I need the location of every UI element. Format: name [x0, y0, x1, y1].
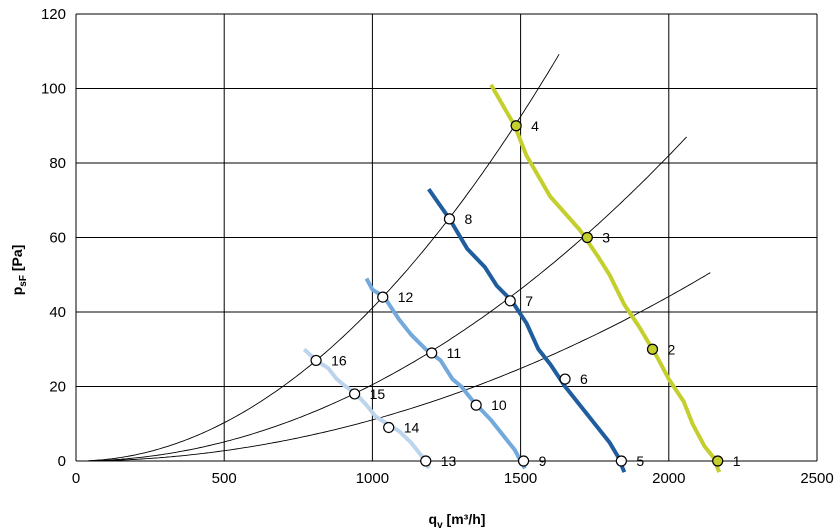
x-tick-label: 2000	[652, 470, 685, 487]
x-tick-label: 0	[72, 470, 80, 487]
operating-point-marker	[646, 343, 659, 355]
y-tick-label: 80	[49, 155, 66, 172]
operating-point-marker	[504, 295, 516, 307]
operating-point-label: 3	[602, 230, 610, 246]
fan-curve	[364, 277, 527, 470]
operating-point-marker	[559, 373, 571, 385]
operating-point-marker	[615, 455, 627, 467]
operating-point-marker	[581, 231, 593, 244]
operating-point-marker	[510, 120, 522, 132]
operating-point-label: 2	[667, 341, 675, 357]
operating-point-marker	[420, 455, 432, 467]
y-tick-label: 120	[41, 6, 66, 23]
operating-point-marker	[310, 354, 322, 367]
operating-point-marker	[383, 421, 395, 434]
operating-point-marker	[426, 347, 438, 359]
operating-point-marker	[349, 388, 361, 400]
x-tick-label: 500	[212, 470, 237, 487]
y-tick-label: 40	[49, 304, 66, 321]
fan-curve	[489, 83, 722, 473]
operating-point-label: 11	[447, 345, 462, 361]
operating-point-marker	[517, 455, 530, 467]
x-tick-label: 1000	[356, 470, 389, 487]
operating-point-label: 7	[525, 293, 533, 309]
fan-curve	[427, 187, 627, 473]
operating-point-label: 15	[370, 386, 386, 402]
y-tick-label: 60	[49, 230, 66, 247]
operating-point-label: 8	[464, 211, 472, 227]
x-axis-tick-labels: 0 500 1000 1500 2000 2500	[72, 470, 834, 487]
operating-point-label: 13	[441, 453, 457, 469]
operating-point-label: 12	[398, 289, 414, 305]
y-axis-title-subscript: sF	[18, 275, 29, 287]
x-axis-title-main: q	[429, 511, 438, 527]
x-tick-label: 2500	[800, 470, 833, 487]
y-tick-label: 0	[58, 453, 66, 470]
x-axis-title: qv [m³/h]	[429, 511, 486, 531]
fan-curve	[302, 347, 431, 470]
fan-curves	[302, 83, 722, 473]
operating-point-marker	[712, 455, 724, 467]
x-axis-title-subscript: v	[437, 520, 443, 531]
operating-point-marker	[470, 399, 482, 411]
operating-point-label: 1	[733, 453, 741, 469]
y-axis-title-unit: [Pa]	[9, 245, 25, 275]
y-axis-title-main: p	[9, 287, 25, 296]
y-axis-tick-labels: 0 20 40 60 80 100 120	[41, 6, 66, 470]
y-tick-label: 20	[49, 379, 66, 396]
x-tick-label: 1500	[504, 470, 537, 487]
y-tick-label: 100	[41, 81, 66, 98]
operating-point-label: 6	[580, 371, 588, 387]
operating-point-marker	[443, 213, 456, 225]
operating-point-label: 4	[531, 118, 539, 134]
operating-point-marker	[377, 291, 389, 303]
y-axis-title: psF [Pa]	[9, 245, 29, 296]
system-curve	[76, 53, 560, 462]
operating-point-label: 10	[491, 397, 507, 413]
operating-point-label: 14	[404, 419, 420, 435]
x-axis-title-unit: [m³/h]	[443, 511, 486, 527]
operating-point-label: 9	[539, 453, 547, 469]
operating-point-label: 5	[636, 453, 644, 469]
system-curves	[76, 53, 711, 462]
grid-lines	[75, 13, 818, 462]
operating-point-label: 16	[331, 352, 347, 368]
system-curve	[76, 272, 711, 462]
